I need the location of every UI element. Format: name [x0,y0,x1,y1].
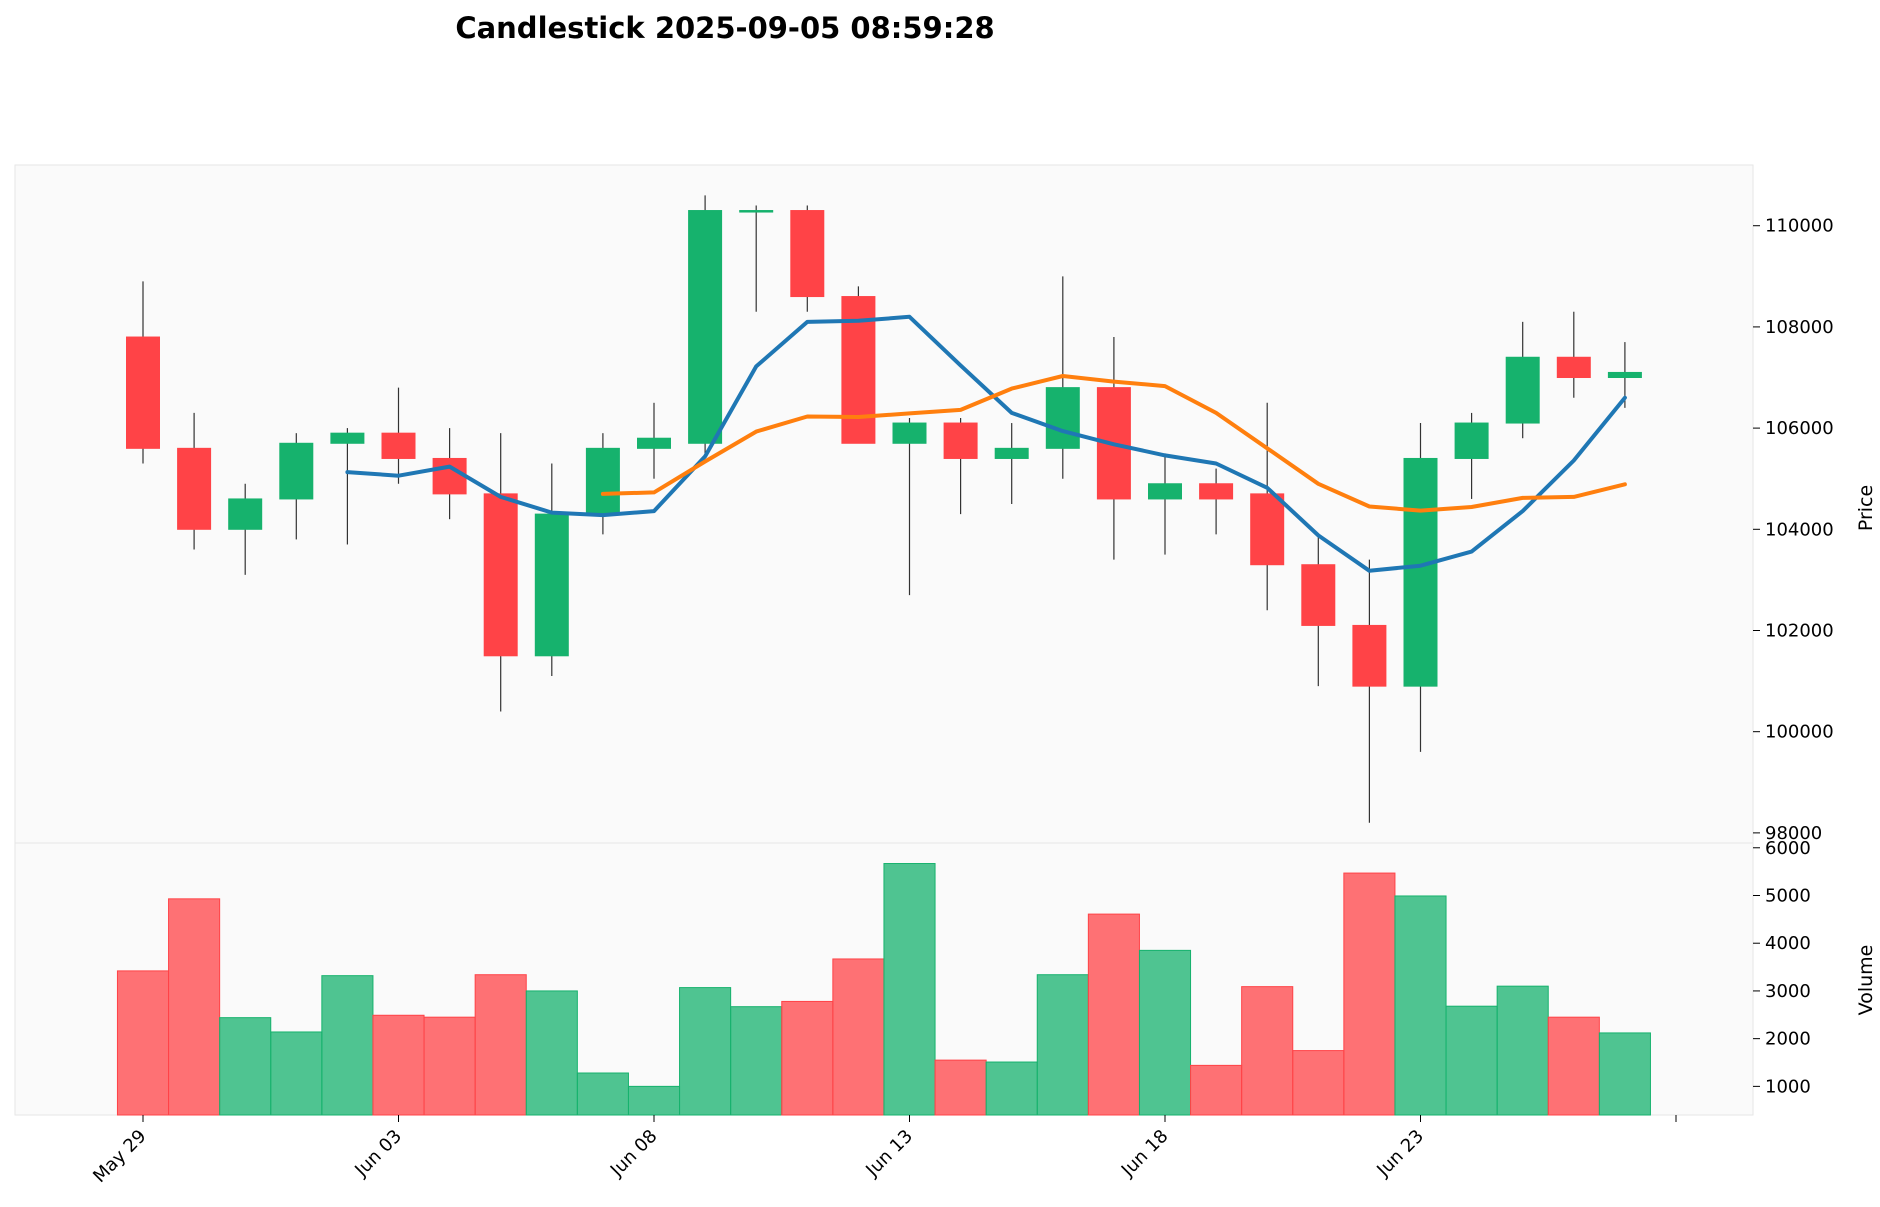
price-axis-label: Price [1855,485,1877,531]
volume-bar [1445,1005,1498,1116]
volume-bar [474,974,527,1116]
candle-body [1607,371,1642,379]
candle-body [790,210,825,298]
candle-body [1454,422,1489,459]
candle-body [432,457,467,495]
moving-average-line [600,374,1627,513]
volume-bar [985,1061,1038,1116]
volume-axis-label: Volume [1855,945,1877,1016]
candle-body [637,437,671,449]
candle-body [330,432,365,444]
candle-body [228,498,263,530]
volume-bar [423,1016,476,1116]
volume-bar [1394,895,1447,1116]
volume-tick-label: 1000 [1765,1076,1811,1097]
volume-bar [934,1059,987,1116]
volume-bar [576,1072,629,1116]
chart-title: Candlestick 2025-09-05 08:59:28 [455,11,994,45]
moving-average-line [345,314,1627,573]
volume-tick-label: 5000 [1765,885,1811,906]
volume-bar [679,987,732,1116]
volume-bar [627,1085,681,1116]
price-tick-label: 98000 [1765,823,1822,844]
x-tick-label: Jun 13 [861,1126,917,1182]
volume-bar [1138,949,1192,1116]
candle-body [943,422,978,459]
candle-body [892,422,927,444]
volume-bar [730,1006,783,1116]
candle-body [994,447,1029,459]
candle-body [739,210,774,213]
volume-bar [321,975,374,1116]
candle-body [483,493,518,657]
volume-bar [1292,1050,1345,1116]
volume-bar [832,958,885,1116]
candle-body [1352,624,1387,687]
volume-bar [270,1031,323,1116]
candle-body [1199,483,1234,500]
candle-body [534,513,569,657]
candle-body [688,210,723,444]
candle-body [126,336,160,449]
candle-body [1301,564,1336,626]
x-tick-label: Jun 18 [1117,1126,1173,1182]
price-tick-label: 110000 [1765,216,1834,237]
volume-bar [1547,1016,1600,1116]
volume-bar [168,898,221,1116]
volume-bar [1087,913,1140,1116]
volume-tick-label: 6000 [1765,838,1811,859]
volume-bar [1598,1032,1651,1116]
volume-bar [781,1000,834,1116]
price-tick-label: 108000 [1765,317,1834,338]
price-tick-label: 104000 [1765,519,1834,540]
volume-bar [372,1014,425,1116]
volume-bar [1343,872,1396,1116]
volume-tick-label: 2000 [1765,1029,1811,1050]
volume-bar [883,863,936,1116]
candle-body [381,432,416,459]
x-tick-label: Jun 08 [606,1126,662,1182]
volume-bar [1241,986,1294,1116]
volume-bar [1036,974,1089,1116]
volume-bar [525,990,578,1116]
candle-body [1250,493,1285,566]
candle-body [1556,356,1591,379]
candle-body [1148,483,1182,500]
volume-bar [1190,1064,1243,1116]
volume-bar [219,1017,272,1116]
volume-bar [116,970,170,1116]
price-panel [14,164,1754,844]
price-tick-label: 106000 [1765,418,1834,439]
volume-tick-label: 4000 [1765,933,1811,954]
volume-bar [1496,985,1549,1116]
candle-body [177,447,212,530]
candle-body [1505,356,1540,424]
x-tick-label: May 29 [89,1126,150,1187]
x-tick-label: Jun 03 [350,1126,406,1182]
candle-body [1045,387,1080,449]
candle-body [279,442,314,500]
price-tick-label: 102000 [1765,620,1834,641]
volume-tick-label: 3000 [1765,981,1811,1002]
x-tick-label: Jun 23 [1372,1126,1428,1182]
candle-body [1403,457,1438,687]
candle-body [585,447,620,515]
price-tick-label: 100000 [1765,722,1834,743]
